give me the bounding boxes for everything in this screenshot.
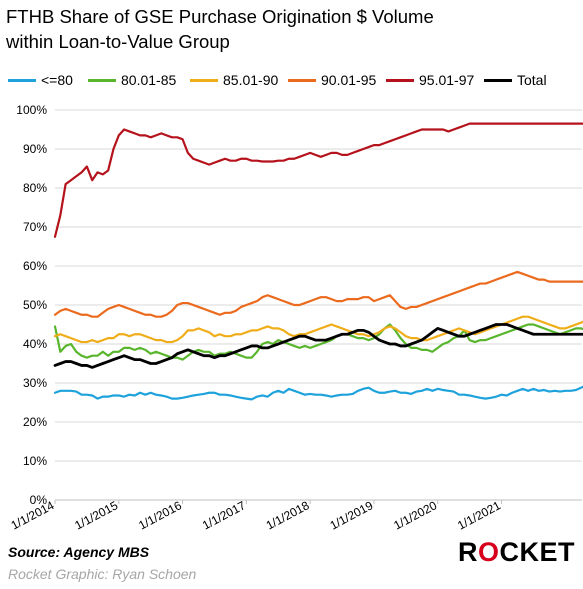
- legend-swatch-le80: [8, 79, 36, 82]
- x-tick-label: 1/1/2016: [136, 498, 184, 530]
- x-tick-label: 1/1/2020: [391, 498, 439, 530]
- legend-label-90-95: 90.01-95: [321, 72, 377, 88]
- chart-title-line2: within Loan-to-Value Group: [6, 31, 230, 52]
- x-tick-label: 1/1/2017: [200, 498, 248, 530]
- legend-label-total: Total: [517, 72, 547, 88]
- source-note: Source: Agency MBS: [8, 544, 150, 560]
- y-tick-label: 0%: [30, 493, 48, 507]
- legend-label-le80: <=80: [41, 72, 73, 88]
- y-tick-label: 90%: [23, 142, 47, 156]
- x-tick-label: 1/1/2015: [72, 498, 120, 530]
- y-tick-label: 20%: [23, 415, 47, 429]
- y-tick-label: 10%: [23, 454, 47, 468]
- x-tick-label: 1/1/2021: [455, 498, 503, 530]
- legend-label-80-85: 80.01-85: [121, 72, 177, 88]
- legend-swatch-85-90: [190, 79, 218, 82]
- series-line-s90_95: [53, 270, 583, 318]
- credit-note: Rocket Graphic: Ryan Schoen: [8, 566, 197, 582]
- series-line-le80: [53, 385, 583, 401]
- legend-swatch-90-95: [288, 79, 316, 82]
- legend-swatch-80-85: [88, 79, 116, 82]
- legend-swatch-total: [484, 79, 512, 82]
- chart-legend: <=80 80.01-85 85.01-90 90.01-95 95.01-97…: [8, 70, 583, 90]
- y-tick-label: 70%: [23, 220, 47, 234]
- y-tick-label: 50%: [23, 298, 47, 312]
- y-tick-label: 30%: [23, 376, 47, 390]
- series-line-s80_85: [53, 323, 583, 361]
- legend-swatch-95-97: [386, 79, 414, 82]
- series-line-s85_90: [53, 315, 583, 344]
- rocket-logo: ROCKET: [458, 537, 575, 565]
- x-tick-label: 1/1/2018: [264, 498, 312, 530]
- y-tick-label: 100%: [16, 103, 47, 117]
- x-tick-label: 1/1/2019: [328, 498, 376, 530]
- chart-title: FTHB Share of GSE Purchase Origination $…: [6, 4, 576, 54]
- series-line-s95_97: [53, 122, 583, 238]
- series-line-total: [53, 323, 583, 369]
- y-tick-label: 60%: [23, 259, 47, 273]
- svg-text:ROCKET: ROCKET: [458, 537, 575, 565]
- legend-label-85-90: 85.01-90: [223, 72, 279, 88]
- legend-label-95-97: 95.01-97: [419, 72, 475, 88]
- y-tick-label: 80%: [23, 181, 47, 195]
- chart-title-line1: FTHB Share of GSE Purchase Origination $…: [6, 6, 434, 27]
- line-chart: 0% 10% 20% 30% 40% 50% 60% 70% 80% 90% 100% 1/1/201…: [9, 103, 583, 530]
- y-tick-label: 40%: [23, 337, 47, 351]
